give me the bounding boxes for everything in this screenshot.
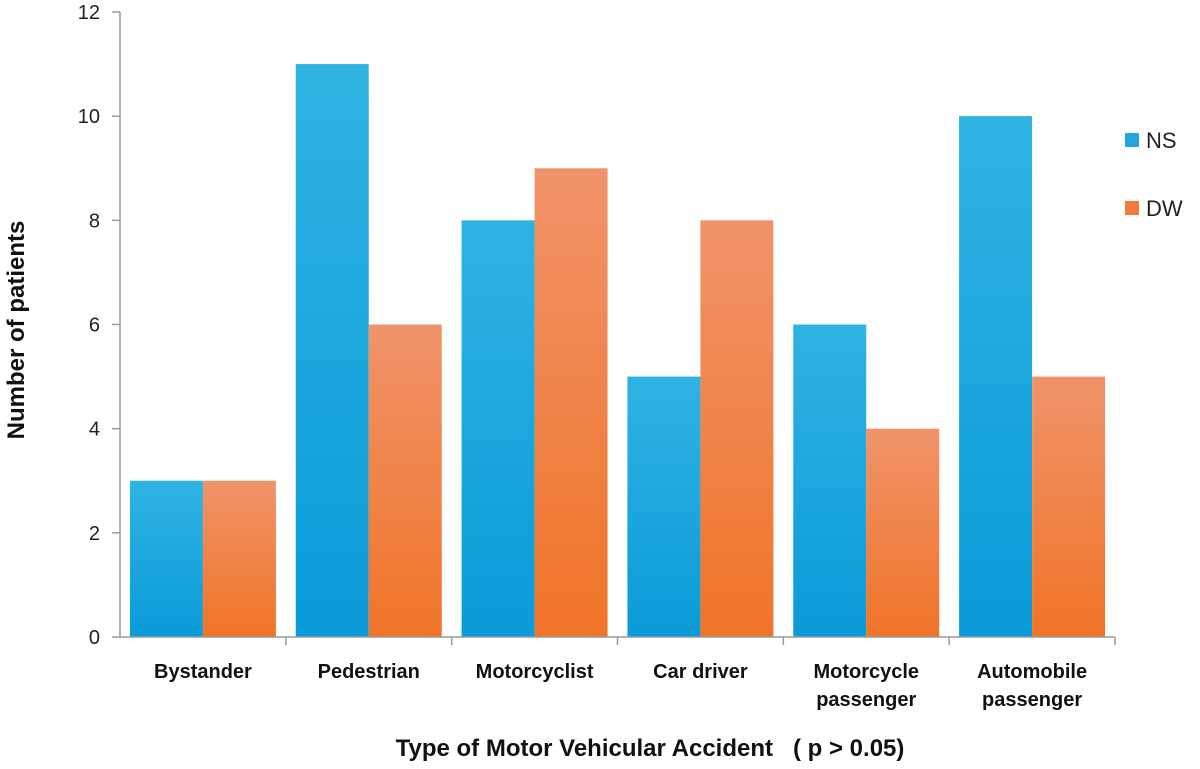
y-tick-label: 10 <box>78 106 100 128</box>
bar-dw-3 <box>700 220 774 638</box>
bar-ns-5 <box>959 116 1033 637</box>
bar-dw-5 <box>1032 376 1106 637</box>
legend: NS DW <box>1125 128 1183 221</box>
x-tick-label: Motorcycle passenger <box>813 661 919 711</box>
x-axis-tick-labels: Bystander Pedestrian Motorcyclist Car drive… <box>154 661 1087 711</box>
bar-dw-2 <box>534 168 608 637</box>
y-tick-label: 6 <box>89 315 100 337</box>
x-tick-label: Bystander <box>154 661 252 683</box>
y-axis-ticks: 0 2 4 6 8 10 12 <box>78 2 120 649</box>
bar-ns-3 <box>627 376 701 637</box>
bar-ns-4 <box>793 324 867 637</box>
bar-dw-0 <box>202 480 276 637</box>
x-tick-label: Motorcyclist <box>476 661 594 683</box>
y-tick-label: 2 <box>89 523 100 545</box>
legend-swatch-ns <box>1125 133 1139 147</box>
bar-ns-2 <box>461 220 535 638</box>
bar-dw-1 <box>368 324 442 637</box>
y-axis-title: Number of patients <box>3 221 30 440</box>
y-tick-label: 4 <box>89 419 100 441</box>
x-axis-title: Type of Motor Vehicular Accident ( p > 0… <box>396 735 905 762</box>
bar-ns-1 <box>295 64 369 638</box>
axes <box>119 12 1116 645</box>
y-tick-label: 8 <box>89 210 100 232</box>
y-tick-label: 0 <box>89 627 100 649</box>
x-tick-label: Automobile passenger <box>977 661 1087 711</box>
bars <box>129 64 1106 638</box>
bar-ns-0 <box>129 480 203 637</box>
bar-dw-4 <box>866 428 940 637</box>
legend-label-ns: NS <box>1146 128 1177 153</box>
x-tick-label: Car driver <box>653 661 748 683</box>
y-tick-label: 12 <box>78 2 100 24</box>
x-tick-label: Pedestrian <box>318 661 420 683</box>
legend-label-dw: DW <box>1146 196 1183 221</box>
legend-swatch-dw <box>1125 201 1139 215</box>
